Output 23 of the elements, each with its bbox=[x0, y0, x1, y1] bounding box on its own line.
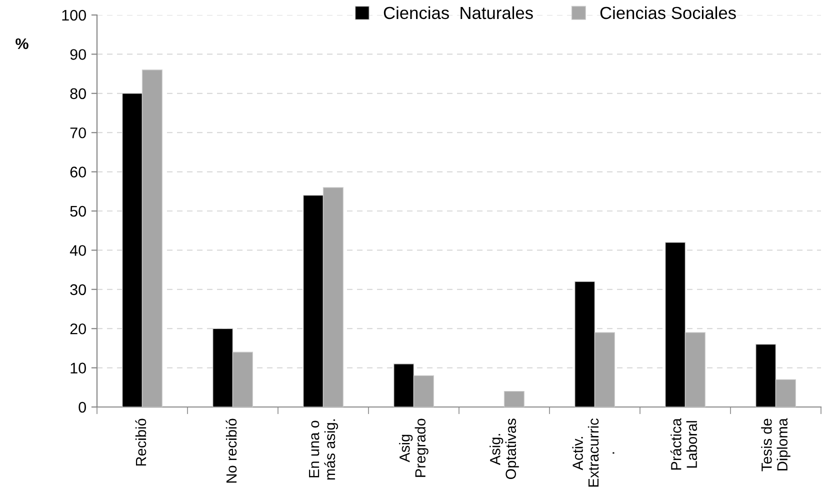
y-tick-label: 80 bbox=[70, 88, 86, 100]
y-tick-label: 0 bbox=[78, 402, 86, 413]
y-tick-label: 20 bbox=[70, 323, 86, 334]
y-tick-label: 60 bbox=[70, 166, 86, 178]
y-tick-label: 90 bbox=[70, 49, 86, 60]
y-tick-label: 100 bbox=[62, 10, 86, 21]
y-axis-title: % bbox=[16, 38, 28, 50]
bar bbox=[504, 390, 525, 407]
x-tick-label: Asig. Optativas bbox=[490, 418, 519, 480]
x-tick-label: Tesis de Diploma bbox=[761, 418, 790, 472]
x-tick-label: No recibió bbox=[226, 418, 237, 483]
x-tick-label: Activ. Extracurric . bbox=[572, 418, 614, 487]
y-tick-label: 70 bbox=[70, 127, 86, 138]
x-tick-label: En una o más asig. bbox=[309, 419, 338, 480]
y-tick-label: 40 bbox=[70, 245, 86, 256]
legend-label: Ciencias Naturales bbox=[384, 6, 533, 20]
y-tick-label: 10 bbox=[70, 362, 86, 374]
legend-label: Ciencias Sociales bbox=[600, 6, 736, 20]
x-tick-label: Recibió bbox=[135, 418, 146, 466]
x-tick-label: Asig Pregrado bbox=[399, 418, 428, 477]
x-tick-label: Práctica Laboral bbox=[670, 418, 698, 470]
y-tick-label: 50 bbox=[70, 206, 86, 217]
y-tick-label: 30 bbox=[70, 284, 86, 296]
